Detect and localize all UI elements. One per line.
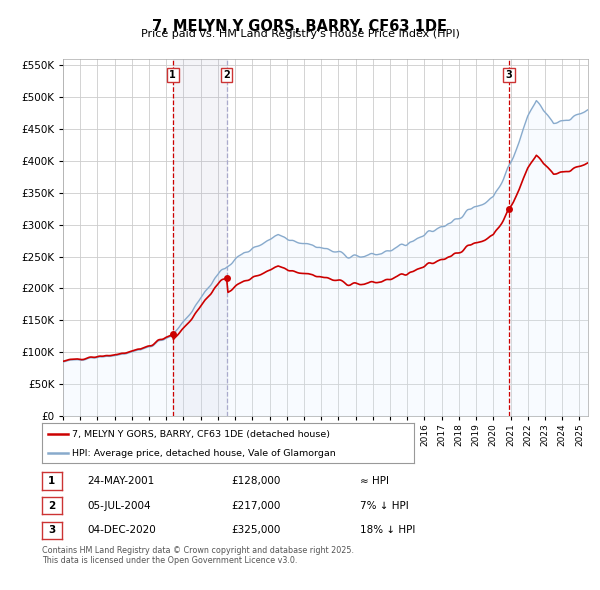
Text: 7, MELYN Y GORS, BARRY, CF63 1DE: 7, MELYN Y GORS, BARRY, CF63 1DE — [152, 19, 448, 34]
Text: £128,000: £128,000 — [231, 476, 280, 486]
Text: This data is licensed under the Open Government Licence v3.0.: This data is licensed under the Open Gov… — [42, 556, 298, 565]
Bar — [173, 59, 227, 416]
Text: 3: 3 — [48, 526, 56, 535]
Text: HPI: Average price, detached house, Vale of Glamorgan: HPI: Average price, detached house, Vale… — [72, 448, 335, 458]
Text: 7, MELYN Y GORS, BARRY, CF63 1DE (detached house): 7, MELYN Y GORS, BARRY, CF63 1DE (detach… — [72, 430, 330, 439]
Text: 2: 2 — [48, 501, 56, 510]
Text: Price paid vs. HM Land Registry's House Price Index (HPI): Price paid vs. HM Land Registry's House … — [140, 29, 460, 39]
Text: 1: 1 — [48, 476, 56, 486]
Text: 1: 1 — [169, 70, 176, 80]
Text: 18% ↓ HPI: 18% ↓ HPI — [360, 526, 415, 535]
Text: 04-DEC-2020: 04-DEC-2020 — [87, 526, 156, 535]
Text: £217,000: £217,000 — [231, 501, 280, 510]
Text: ≈ HPI: ≈ HPI — [360, 476, 389, 486]
Text: £325,000: £325,000 — [231, 526, 280, 535]
Text: Contains HM Land Registry data © Crown copyright and database right 2025.: Contains HM Land Registry data © Crown c… — [42, 546, 354, 555]
Text: 3: 3 — [506, 70, 512, 80]
Text: 05-JUL-2004: 05-JUL-2004 — [87, 501, 151, 510]
Text: 24-MAY-2001: 24-MAY-2001 — [87, 476, 154, 486]
Text: 7% ↓ HPI: 7% ↓ HPI — [360, 501, 409, 510]
Text: 2: 2 — [223, 70, 230, 80]
